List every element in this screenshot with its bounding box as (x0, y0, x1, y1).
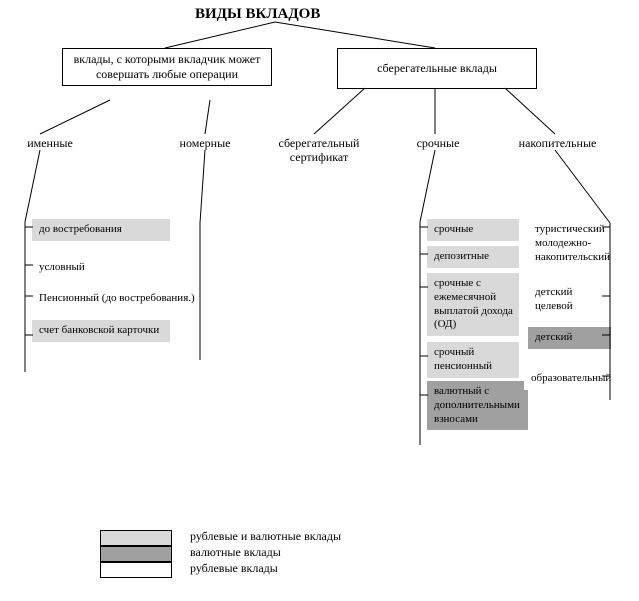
cat-certificate: сберегательный сертификат (264, 136, 374, 165)
item-term-term: срочные (427, 219, 519, 241)
item-acc-education: образовательный (524, 368, 612, 390)
item-term-fx-top-up: валютный с дополнительными взносами (427, 381, 528, 430)
legend-label-dark: валютные вклады (190, 545, 281, 560)
cat-numbered: номерные (170, 136, 240, 150)
legend-swatch-dark (100, 546, 172, 562)
cat-named: именные (15, 136, 85, 150)
item-term-deposit: депозитные (427, 246, 519, 268)
root-title: ВИДЫ ВКЛАДОВ (195, 6, 320, 23)
cat-accumulative: накопительные (510, 136, 605, 150)
box-savings-deposits: сберегательные вклады (337, 48, 537, 89)
item-card-account: счет банковской карточки (32, 320, 170, 342)
legend-swatch-light (100, 530, 172, 546)
box-operable-deposits: вклады, с которыми вкладчик может соверш… (62, 48, 272, 86)
legend-label-white: рублевые вклады (190, 561, 278, 576)
item-term-monthly-od: срочные с ежемесячной выплатой дохода (О… (427, 273, 519, 336)
box-savings-label: сберегательные вклады (377, 61, 497, 75)
item-demand: до востребования (32, 219, 170, 241)
item-acc-tourist-youth: туристический молодежно-накопительский (528, 219, 603, 268)
box-operable-label: вклады, с которыми вкладчик может соверш… (74, 52, 261, 81)
item-pension-demand: Пенсионный (до востребования.) (32, 288, 222, 310)
item-term-pension: срочный пенсионный (427, 342, 519, 378)
item-conditional: условный (32, 257, 170, 279)
item-acc-child-target: детский целевой (528, 282, 603, 318)
legend-swatch-white (100, 562, 172, 578)
cat-term: срочные (408, 136, 468, 150)
legend-label-light: рублевые и валютные вклады (190, 529, 341, 544)
item-acc-child: детский (528, 327, 611, 349)
